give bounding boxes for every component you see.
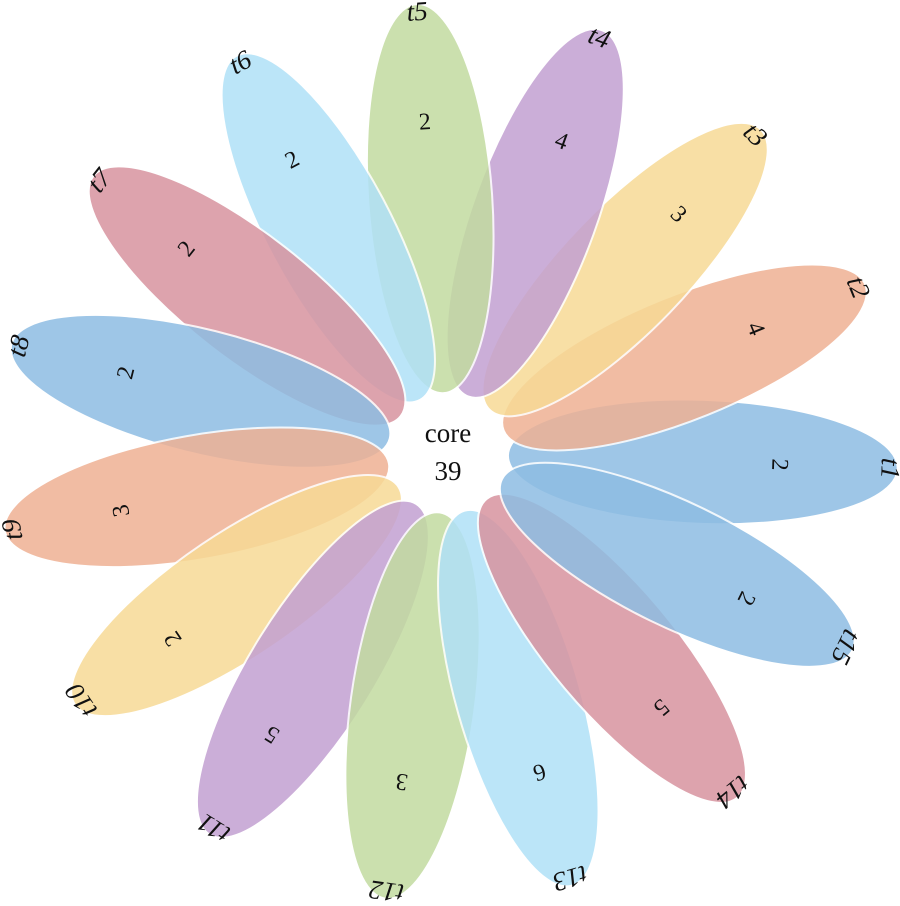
petal-t15 [498, 461, 856, 668]
petal-count-t5: 2 [418, 109, 432, 136]
petal-label-t1: t1 [875, 457, 900, 479]
core-count: 39 [435, 456, 462, 486]
core-group: core 39 [388, 393, 508, 513]
petal-count-t12: 3 [394, 768, 410, 795]
petal-count-t9: 3 [108, 502, 136, 518]
petal-label-t5: t5 [406, 0, 429, 27]
core-circle [388, 393, 508, 513]
petal-label-t9: t9 [0, 516, 29, 542]
petal-count-t1: 2 [766, 458, 792, 471]
petal-label-t12: t12 [367, 874, 405, 906]
core-label: core [425, 418, 471, 448]
